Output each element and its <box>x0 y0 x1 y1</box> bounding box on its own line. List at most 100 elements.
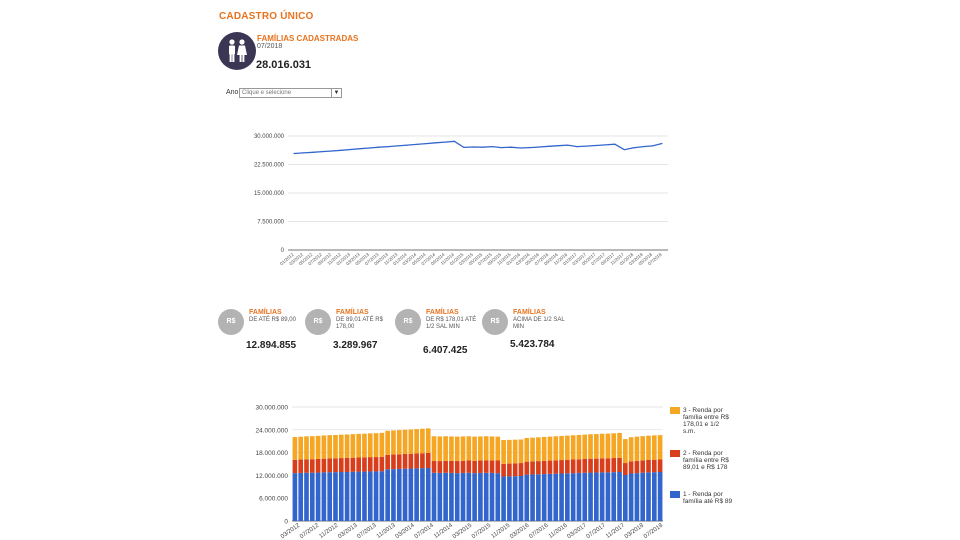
legend-item-s2: 2 - Renda por família entre R$ 89,01 e R… <box>670 450 730 480</box>
bar-segment <box>425 467 431 521</box>
income-card-desc: DE R$ 178,01 ATÉ 1/2 SAL MIN <box>426 317 477 330</box>
bar-segment <box>466 472 472 521</box>
income-card-1: R$ FAMÍLIAS DE ATÉ R$ 89,00 12.894.855 <box>218 309 308 369</box>
income-card-value: 12.894.855 <box>246 340 297 351</box>
bar-segment <box>518 463 524 476</box>
x-tick-label: 03/2012 <box>280 522 302 540</box>
data-point <box>529 146 531 149</box>
income-card-2: R$ FAMÍLIAS DE 89,01 ATÉ R$ 178,00 3.289… <box>305 309 395 369</box>
y-tick-label: 0 <box>281 248 285 254</box>
data-point <box>378 146 380 148</box>
data-point <box>397 145 399 147</box>
data-point <box>406 144 408 146</box>
bar-segment <box>443 460 448 473</box>
data-point <box>500 146 503 149</box>
bar-segment <box>385 430 390 455</box>
y-tick-label: 30.000.000 <box>255 405 288 412</box>
bar-segment <box>628 461 634 474</box>
data-point <box>661 142 663 145</box>
data-point <box>614 143 616 145</box>
chevron-down-icon[interactable]: ▼ <box>331 89 341 97</box>
bar-segment <box>657 472 663 521</box>
bar-segment <box>651 459 657 473</box>
bar-segment <box>472 473 477 521</box>
bar-segment <box>628 473 634 521</box>
bar-segment <box>478 472 483 521</box>
data-point <box>642 146 644 148</box>
bar-segment <box>611 472 617 521</box>
bar-segment <box>373 457 379 472</box>
income-card-desc: ACIMA DE 1/2 SAL MIN <box>513 317 565 330</box>
year-filter-label: Ano: <box>226 89 241 96</box>
bar-segment <box>530 437 535 462</box>
income-card-desc: DE ATÉ R$ 89,00 <box>249 317 296 323</box>
bar-segment <box>437 472 443 521</box>
legend-label: 2 - Renda por família entre R$ 89,01 e R… <box>683 450 729 471</box>
bar-segment <box>431 460 437 473</box>
bar-segment <box>460 460 466 473</box>
bar-segment <box>454 436 460 462</box>
bar-segment <box>657 435 663 460</box>
bar-segment <box>344 471 350 521</box>
bar-segment <box>541 460 547 475</box>
bar-segment <box>588 434 593 459</box>
bar-segment <box>391 430 396 455</box>
bar-segment <box>466 460 472 473</box>
data-point <box>491 146 493 148</box>
bar-segment <box>373 471 379 521</box>
bar-segment <box>414 429 419 454</box>
bar-segment <box>350 434 356 458</box>
bar-segment <box>507 476 512 521</box>
income-card-4: R$ FAMÍLIAS ACIMA DE 1/2 SAL MIN 5.423.7… <box>482 309 572 369</box>
bar-segment <box>408 468 414 521</box>
bar-segment <box>478 460 483 473</box>
x-tick-label: 11/2016 <box>548 522 569 539</box>
bar-segment <box>565 459 570 474</box>
bar-segment <box>298 472 304 521</box>
data-point <box>312 151 314 153</box>
bar-segment <box>385 454 390 470</box>
data-point <box>576 146 578 148</box>
bar-segment <box>617 432 622 458</box>
bar-segment <box>414 453 419 469</box>
bar-segment <box>315 435 321 459</box>
x-tick-label: 07/2013 <box>356 522 378 540</box>
bar-segment <box>501 463 506 477</box>
income-card-value: 3.289.967 <box>333 340 378 351</box>
data-point <box>482 146 484 148</box>
y-tick-label: 24.000.000 <box>255 427 288 434</box>
bar-segment <box>594 472 599 521</box>
bar-segment <box>524 474 530 521</box>
bar-segment <box>338 434 344 459</box>
bar-segment <box>576 459 582 473</box>
bar-segment <box>437 461 443 473</box>
bar-segment <box>379 432 385 457</box>
bar-segment <box>431 472 437 521</box>
year-select[interactable]: Clique e selecione ▼ <box>239 88 342 98</box>
summary-date: 07/2018 <box>257 43 283 50</box>
bar-segment <box>553 460 559 474</box>
bar-segment <box>617 471 622 521</box>
x-tick-label: 11/2017 <box>605 522 626 539</box>
x-tick-label: 03/2015 <box>452 522 474 540</box>
data-point <box>651 145 654 147</box>
bar-segment <box>309 472 315 521</box>
bar-segment <box>362 433 367 458</box>
bar-segment <box>651 435 657 460</box>
data-point <box>567 144 569 146</box>
bar-segment <box>483 436 489 461</box>
bar-segment <box>599 458 605 473</box>
x-tick-label: 11/2015 <box>490 522 511 539</box>
bar-segment <box>524 438 530 462</box>
bar-segment <box>483 460 489 473</box>
bar-segment <box>420 453 425 469</box>
data-point <box>623 149 625 151</box>
bar-segment <box>570 459 576 474</box>
bar-segment <box>391 469 396 521</box>
bar-segment <box>333 472 338 521</box>
data-point <box>368 147 371 149</box>
bar-segment <box>646 435 651 460</box>
data-point <box>340 149 342 151</box>
bar-segment <box>454 461 460 474</box>
